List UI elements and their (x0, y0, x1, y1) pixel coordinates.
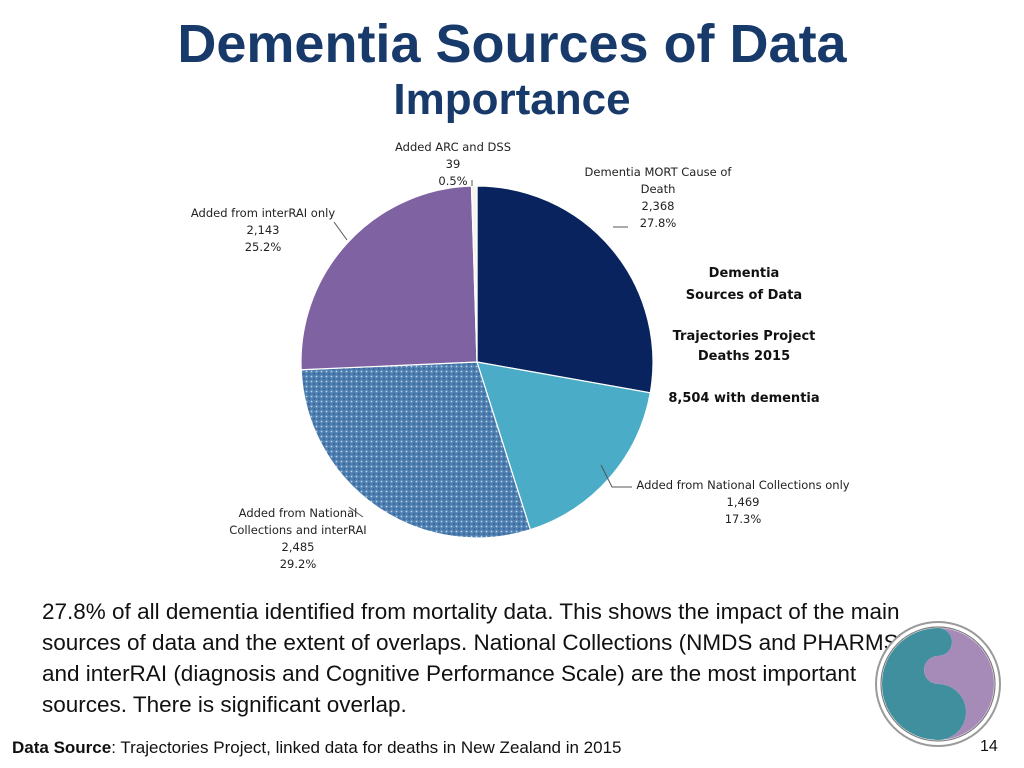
slice-label-5: Added ARC and DSS 39 0.5% (395, 140, 511, 188)
leader-line-3 (348, 506, 364, 518)
slice-label-1: Dementia MORT Cause of Death 2,368 27.8% (585, 165, 733, 230)
slide-title: Dementia Sources of Data (177, 14, 847, 74)
leader-line-4 (333, 221, 348, 241)
pie-slice-4 (300, 185, 478, 371)
pie-chart: Dementia MORT Cause of Death 2,368 27.8% Add… (191, 140, 850, 571)
leader-line-2 (600, 464, 632, 488)
slice-label-4: Added from interRAI only 2,143 25.2% (191, 206, 335, 254)
slice-label-3: Added from National Collections and inter… (229, 506, 366, 571)
side-title-line-2: Sources of Data (686, 288, 802, 303)
summary-text: 27.8% of all dementia identified from mo… (42, 599, 907, 717)
koru-logo-icon (875, 621, 1001, 747)
side-title-line-1: Dementia (709, 266, 780, 281)
side-subtitle-line-2: Deaths 2015 (698, 349, 790, 364)
slice-label-2: Added from National Collections only 1,46… (636, 478, 849, 526)
pie-slice-5 (470, 185, 478, 363)
side-total: 8,504 with dementia (668, 391, 819, 406)
side-subtitle-line-1: Trajectories Project (673, 329, 816, 344)
page-number: 14 (980, 738, 998, 755)
data-source-label: Data Source (12, 738, 112, 757)
slide-subtitle: Importance (393, 75, 631, 124)
data-source-text: : Trajectories Project, linked data for … (111, 738, 622, 757)
pie-slice-3 (300, 361, 532, 539)
pie-slice-2 (476, 361, 651, 531)
pie-slice-1 (476, 185, 654, 394)
data-source: Data Source: Trajectories Project, linke… (12, 738, 622, 758)
